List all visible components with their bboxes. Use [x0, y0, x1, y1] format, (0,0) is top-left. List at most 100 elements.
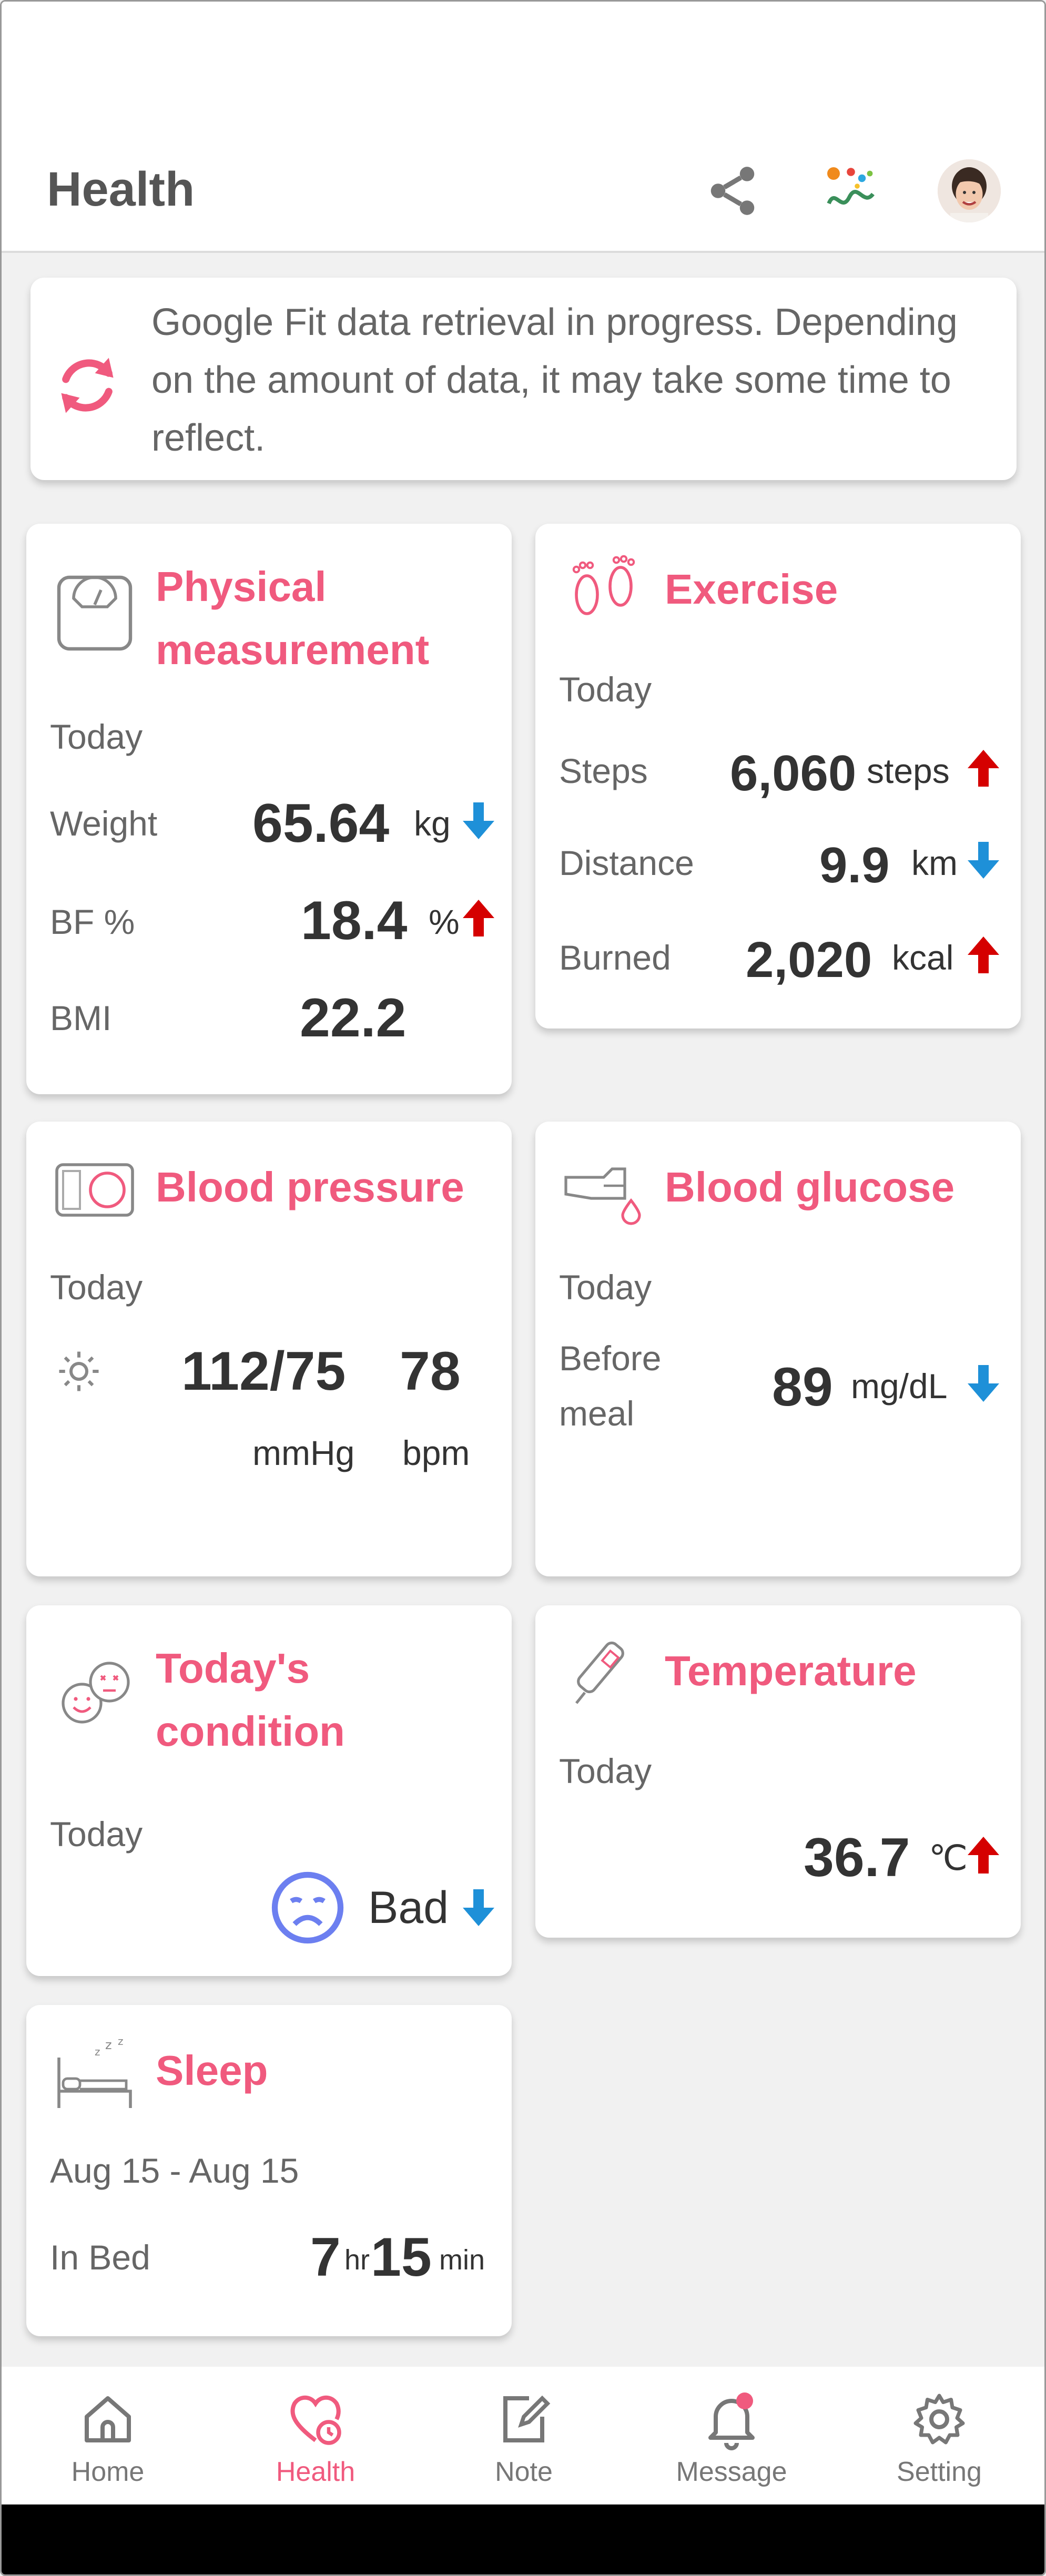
- footprints-icon: [562, 553, 646, 637]
- card-title: Sleep: [156, 2047, 268, 2094]
- period-label: Today: [50, 1268, 143, 1307]
- temperature-unit: ℃: [929, 1838, 968, 1877]
- sleep-minutes-unit: min: [439, 2244, 485, 2276]
- period-label: Today: [50, 1815, 143, 1854]
- bmi-value: 22.2: [300, 987, 407, 1048]
- home-icon: [76, 2388, 139, 2451]
- nav-message[interactable]: Message: [653, 2367, 810, 2504]
- blood-pressure-monitor-icon: [53, 1148, 137, 1232]
- card-title: Physical measurement: [156, 563, 430, 673]
- trend-down-icon: [463, 1887, 494, 1929]
- trend-up-icon: [463, 897, 494, 939]
- scale-icon: [53, 571, 137, 655]
- trend-down-icon: [463, 800, 494, 842]
- notification-badge: [736, 2392, 753, 2409]
- sleep-period: Aug 15 - Aug 15: [50, 2151, 299, 2190]
- card-title-line1: Today's: [156, 1645, 310, 1692]
- card-title: Temperature: [665, 1647, 917, 1694]
- status-bar: [2, 2, 1044, 138]
- trend-up-icon: [968, 747, 999, 789]
- mood-faces-icon: [53, 1653, 137, 1737]
- card-blood-pressure[interactable]: Blood pressure Today 112/75 78 mmHg bpm: [26, 1122, 512, 1576]
- card-temperature[interactable]: Temperature Today 36.7 ℃: [535, 1605, 1021, 1938]
- nav-message-label: Message: [676, 2457, 787, 2487]
- bmi-label: BMI: [50, 999, 112, 1037]
- weight-value: 65.64: [252, 793, 390, 854]
- period-label: Today: [559, 1752, 652, 1790]
- glucose-meter-icon: [562, 1148, 646, 1232]
- glucose-label-line1: Before: [559, 1339, 662, 1378]
- trend-up-icon: [968, 934, 999, 976]
- nav-health-label: Health: [276, 2457, 356, 2487]
- card-exercise[interactable]: Exercise Today Steps 6,060 steps Distanc…: [535, 524, 1021, 1029]
- burned-value: 2,020: [746, 932, 872, 988]
- trend-down-icon: [968, 839, 999, 881]
- nav-setting-label: Setting: [897, 2457, 982, 2487]
- page-title: Health: [47, 162, 195, 216]
- distance-label: Distance: [559, 843, 694, 882]
- card-todays-condition[interactable]: Today's condition Today Bad: [26, 1605, 512, 1976]
- app-bar: Health: [2, 138, 1044, 253]
- profile-avatar[interactable]: [938, 159, 1001, 222]
- steps-unit: steps: [867, 751, 950, 790]
- nav-note-label: Note: [495, 2457, 553, 2487]
- burned-unit: kcal: [892, 938, 954, 977]
- system-navigation-bar: [2, 2504, 1044, 2574]
- steps-value: 6,060: [730, 745, 857, 801]
- bf-value: 18.4: [301, 890, 408, 951]
- glucose-label-line2: meal: [559, 1394, 635, 1433]
- sync-icon: [50, 349, 124, 422]
- bf-unit: %: [429, 902, 460, 941]
- app-logo-icon[interactable]: [819, 159, 882, 222]
- glucose-value: 89: [772, 1357, 833, 1418]
- gear-icon: [908, 2388, 971, 2451]
- nav-health[interactable]: Health: [237, 2367, 394, 2504]
- sync-banner: Google Fit data retrieval in progress. D…: [31, 278, 1017, 480]
- glucose-unit: mg/dL: [851, 1367, 948, 1406]
- sleep-hours-unit: hr: [344, 2244, 370, 2276]
- nav-home-label: Home: [71, 2457, 145, 2487]
- share-icon[interactable]: [701, 159, 764, 222]
- weight-label: Weight: [50, 804, 158, 843]
- card-title: Exercise: [665, 566, 838, 613]
- condition-value: Bad: [368, 1882, 449, 1933]
- bottom-navigation: Home Health Note: [2, 2367, 1044, 2504]
- svg-text:z: z: [105, 2038, 112, 2052]
- card-title: Blood pressure: [156, 1164, 464, 1210]
- nav-note[interactable]: Note: [445, 2367, 603, 2504]
- distance-value: 9.9: [819, 837, 890, 893]
- sad-face-icon: [268, 1868, 347, 1947]
- svg-text:z: z: [95, 2045, 100, 2058]
- steps-label: Steps: [559, 751, 648, 790]
- sleep-label: In Bed: [50, 2238, 150, 2277]
- device-settings-icon: [55, 1348, 103, 1395]
- bp-value: 112/75: [181, 1341, 346, 1402]
- card-sleep[interactable]: z z z Sleep Aug 15 - Aug 15 In Bed 7 hr …: [26, 2005, 512, 2336]
- note-edit-icon: [492, 2388, 555, 2451]
- temperature-value: 36.7: [804, 1827, 910, 1888]
- card-title: Blood glucose: [665, 1164, 955, 1210]
- bf-label: BF %: [50, 902, 135, 941]
- card-physical-measurement[interactable]: Physical measurement Today Weight 65.64 …: [26, 524, 512, 1094]
- sleep-minutes: 15: [371, 2227, 432, 2288]
- weight-unit: kg: [414, 804, 451, 843]
- bed-sleep-icon: z z z: [53, 2035, 137, 2121]
- period-label: Today: [50, 717, 143, 756]
- pulse-value: 78: [400, 1341, 461, 1402]
- svg-text:z: z: [118, 2037, 124, 2048]
- bell-icon: [700, 2388, 763, 2451]
- sync-message: Google Fit data retrieval in progress. D…: [151, 301, 958, 459]
- distance-unit: km: [911, 843, 958, 882]
- trend-down-icon: [968, 1362, 999, 1404]
- pulse-unit: bpm: [402, 1433, 470, 1472]
- bp-unit: mmHg: [252, 1433, 355, 1472]
- health-heart-icon: [284, 2388, 347, 2451]
- nav-setting[interactable]: Setting: [860, 2367, 1018, 2504]
- card-blood-glucose[interactable]: Blood glucose Today Before meal 89 mg/dL: [535, 1122, 1021, 1576]
- burned-label: Burned: [559, 938, 671, 977]
- period-label: Today: [559, 1268, 652, 1307]
- sleep-hours: 7: [310, 2227, 341, 2288]
- card-title-line2: condition: [156, 1708, 345, 1755]
- nav-home[interactable]: Home: [29, 2367, 187, 2504]
